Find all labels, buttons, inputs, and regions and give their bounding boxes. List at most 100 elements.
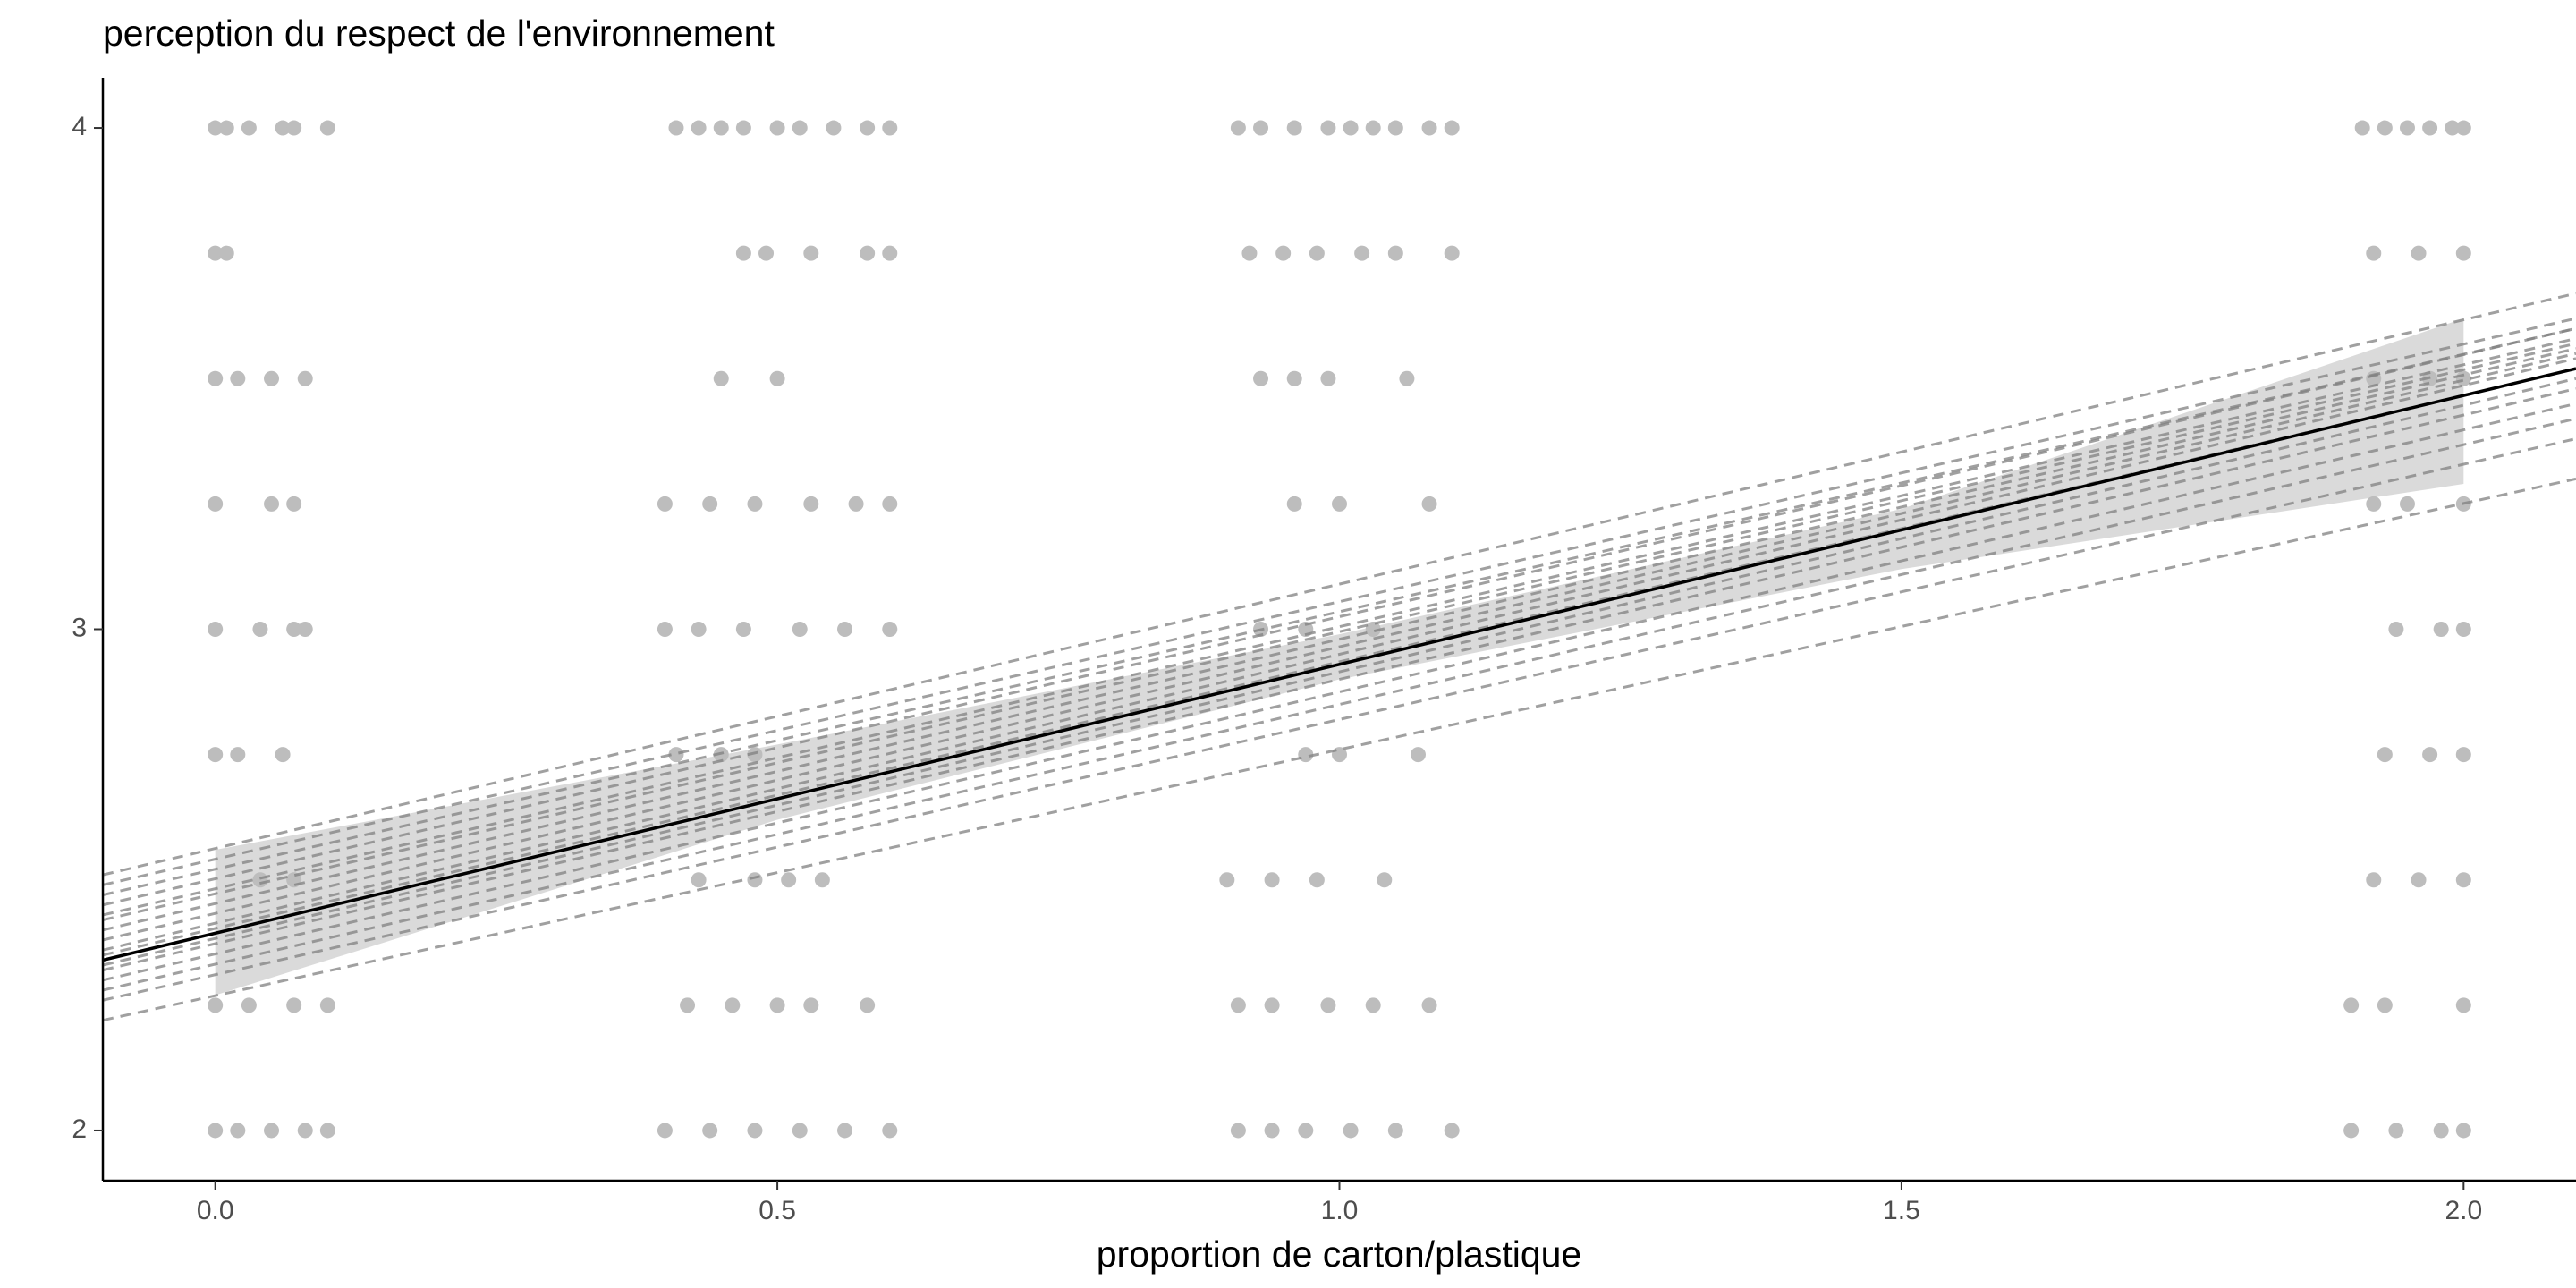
data-point	[657, 496, 673, 512]
data-point	[1298, 747, 1314, 763]
group-line	[102, 477, 2576, 1022]
group-line	[102, 317, 2576, 886]
data-point	[2455, 120, 2471, 136]
fit-line	[102, 367, 2576, 962]
data-point	[2422, 747, 2438, 763]
data-point	[1421, 496, 1437, 512]
group-line	[102, 292, 2576, 877]
data-point	[769, 997, 785, 1013]
data-point	[230, 747, 246, 763]
data-point	[2455, 872, 2471, 888]
data-point	[792, 120, 808, 136]
data-point	[826, 120, 842, 136]
group-line	[102, 437, 2576, 1002]
data-point	[2455, 747, 2471, 763]
data-point	[657, 1123, 673, 1139]
data-point	[781, 872, 797, 888]
data-point	[264, 370, 280, 386]
data-point	[747, 872, 763, 888]
data-point	[2455, 245, 2471, 261]
data-point	[319, 1123, 335, 1139]
data-point	[208, 370, 224, 386]
data-point	[2388, 1123, 2404, 1139]
data-point	[1332, 496, 1347, 512]
data-point	[691, 872, 707, 888]
chart-title: perception du respect de l'environnement	[103, 13, 775, 54]
data-point	[1444, 1123, 1460, 1139]
x-tick-label: 0.5	[758, 1196, 796, 1225]
data-point	[252, 622, 268, 637]
data-point	[747, 1123, 763, 1139]
data-point	[2399, 496, 2415, 512]
data-point	[208, 747, 224, 763]
data-point	[2411, 872, 2427, 888]
data-point	[2455, 370, 2471, 386]
data-point	[848, 496, 864, 512]
group-line	[102, 417, 2576, 992]
data-point	[2388, 622, 2404, 637]
y-tick-label: 2	[72, 1114, 87, 1144]
data-point	[2377, 120, 2393, 136]
data-point	[2399, 120, 2415, 136]
data-point	[2343, 997, 2360, 1013]
data-point	[882, 245, 898, 261]
data-point	[2411, 245, 2427, 261]
group-line	[102, 326, 2576, 897]
data-point	[713, 370, 729, 386]
group-line	[102, 387, 2576, 972]
data-point	[792, 1123, 808, 1139]
data-point	[1387, 120, 1403, 136]
data-point	[286, 622, 302, 637]
data-point	[2455, 622, 2471, 637]
data-point	[724, 997, 741, 1013]
data-point	[2343, 1123, 2360, 1139]
data-point	[1241, 245, 1258, 261]
data-point	[218, 120, 234, 136]
data-point	[2433, 1123, 2449, 1139]
data-point	[1320, 997, 1336, 1013]
x-tick-label: 1.0	[1321, 1196, 1359, 1225]
data-point	[691, 622, 707, 637]
data-point	[1309, 245, 1325, 261]
data-point	[1399, 370, 1415, 386]
data-point	[860, 245, 876, 261]
group-line	[102, 347, 2576, 932]
data-point	[1298, 1123, 1314, 1139]
data-point	[747, 747, 763, 763]
y-tick-label: 3	[72, 613, 87, 642]
group-line	[102, 336, 2576, 917]
data-point	[1286, 120, 1302, 136]
data-point	[2354, 120, 2370, 136]
data-point	[286, 496, 302, 512]
group-line	[102, 402, 2576, 982]
data-point	[1343, 120, 1359, 136]
data-point	[882, 120, 898, 136]
data-point	[1309, 872, 1325, 888]
data-point	[735, 120, 751, 136]
data-point	[208, 245, 224, 261]
data-point	[814, 872, 830, 888]
data-point	[758, 245, 775, 261]
data-point	[1264, 997, 1280, 1013]
y-tick-label: 4	[72, 112, 87, 141]
data-point	[1253, 370, 1269, 386]
data-point	[2377, 747, 2393, 763]
data-point	[668, 120, 684, 136]
data-point	[882, 496, 898, 512]
data-point	[1320, 370, 1336, 386]
data-point	[241, 120, 257, 136]
data-point	[1365, 997, 1381, 1013]
data-point	[1275, 245, 1292, 261]
data-point	[2377, 997, 2393, 1013]
data-point	[1230, 120, 1246, 136]
data-point	[1264, 1123, 1280, 1139]
data-point	[208, 496, 224, 512]
data-point	[319, 997, 335, 1013]
data-point	[1444, 245, 1460, 261]
data-point	[1253, 120, 1269, 136]
data-point	[769, 370, 785, 386]
group-line	[102, 342, 2576, 922]
data-point	[1320, 120, 1336, 136]
data-point	[218, 245, 234, 261]
data-point	[1219, 872, 1235, 888]
